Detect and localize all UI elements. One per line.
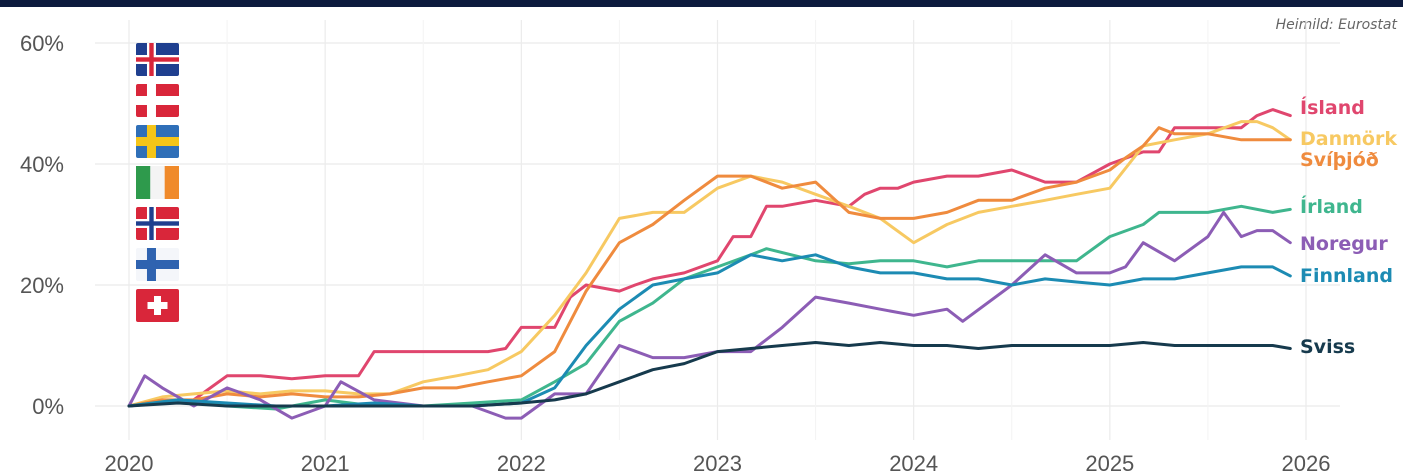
flag-band (136, 166, 151, 199)
flag-cross-v (146, 248, 156, 281)
ireland-flag-icon (136, 166, 179, 199)
gridlines (95, 20, 1340, 440)
flag-inner-v (149, 43, 154, 76)
series-label-irland: Írland (1300, 195, 1363, 218)
y-tick-label: 40% (20, 152, 64, 177)
series-label-sviss: Sviss (1300, 336, 1355, 358)
flag-cross-h (136, 96, 179, 105)
series-label-island: Ísland (1300, 96, 1365, 119)
series-line-danmork (127, 120, 1292, 408)
denmark-flag-icon (136, 84, 179, 117)
x-tick-label: 2024 (889, 451, 938, 474)
series-line-finnland (127, 253, 1292, 408)
series-label-svithjod: Svíþjóð (1300, 149, 1379, 171)
flag-legend (136, 43, 179, 322)
series-label-finnland: Finnland (1300, 265, 1393, 287)
y-tick-label: 0% (32, 394, 64, 419)
flag-cross-v (146, 84, 156, 117)
y-axis: 0% 20% 40% 60% (20, 31, 64, 419)
flag-inner-h (136, 57, 179, 62)
norway-flag-icon (136, 207, 179, 240)
flag-cross-v (146, 125, 156, 158)
y-tick-label: 20% (20, 273, 64, 298)
y-tick-label: 60% (20, 31, 64, 56)
series-label-danmork: Danmörk (1300, 128, 1397, 150)
sweden-flag-icon (136, 125, 179, 158)
flag-band (164, 166, 179, 199)
series-label-noregur: Noregur (1300, 233, 1388, 255)
source-note: Heimild: Eurostat (1276, 17, 1398, 33)
iceland-flag-icon (136, 43, 179, 76)
series-line-sviss (127, 341, 1292, 408)
flag-cross-h (147, 302, 168, 309)
series-line-noregur (127, 210, 1292, 420)
finland-flag-icon (136, 248, 179, 281)
switzerland-flag-icon (136, 289, 179, 322)
header-bar (0, 0, 1403, 7)
x-tick-label: 2021 (301, 451, 350, 474)
flag-band (150, 166, 165, 199)
x-tick-label: 2025 (1085, 451, 1134, 474)
x-tick-label: 2022 (497, 451, 546, 474)
series-lines (127, 108, 1292, 420)
flag-inner-h (136, 221, 179, 226)
flag-cross-h (136, 260, 179, 269)
flag-cross-h (136, 137, 179, 146)
x-tick-label: 2026 (1282, 451, 1331, 474)
x-tick-label: 2023 (693, 451, 742, 474)
x-tick-label: 2020 (105, 451, 154, 474)
series-line-svithjod (127, 126, 1292, 408)
x-axis: 2020 2021 2022 2023 2024 2025 2026 (105, 451, 1331, 474)
flag-inner-v (149, 207, 154, 240)
series-line-island (127, 108, 1292, 408)
